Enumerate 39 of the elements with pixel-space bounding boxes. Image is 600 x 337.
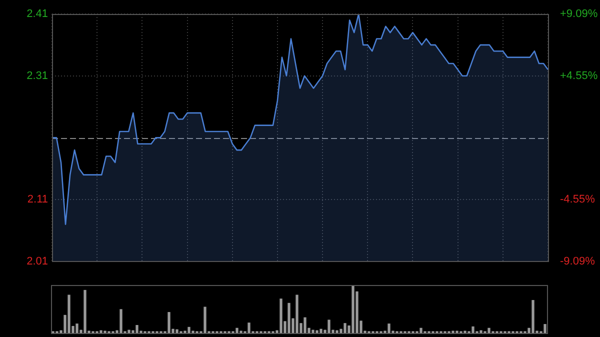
bar — [488, 328, 490, 333]
bar — [304, 317, 306, 333]
bar — [336, 330, 338, 333]
bar — [248, 322, 250, 333]
bar — [68, 294, 70, 333]
bar — [480, 330, 482, 333]
bar — [128, 330, 130, 333]
bar — [312, 330, 314, 333]
bar — [188, 326, 190, 333]
bar — [236, 328, 238, 333]
bar — [420, 328, 422, 333]
bar — [288, 302, 290, 333]
y-tick-label: 2.11 — [27, 194, 48, 206]
bar — [176, 329, 178, 333]
bar — [352, 285, 354, 333]
bar — [388, 324, 390, 333]
bar — [544, 324, 546, 333]
y2-tick-label: -4.55% — [560, 194, 596, 206]
bar — [120, 309, 122, 333]
bar — [280, 298, 282, 333]
bar — [168, 312, 170, 333]
y2-tick-label: +4.55% — [560, 70, 598, 82]
y2-tick-label: -9.09% — [560, 255, 596, 268]
y-tick-label: 2.41 — [26, 8, 48, 20]
bar — [84, 290, 86, 333]
bar — [472, 326, 474, 333]
bar — [320, 328, 322, 333]
y-tick-label: 2.31 — [26, 70, 48, 82]
bar — [296, 294, 298, 333]
bar — [328, 320, 330, 333]
bar — [76, 324, 78, 333]
bar — [204, 306, 206, 333]
y2-tick-label: +9.09% — [560, 8, 598, 20]
bar — [316, 330, 318, 333]
bar — [344, 323, 346, 333]
bar — [532, 300, 534, 333]
y-tick-label: 2.01 — [26, 255, 48, 268]
bar — [136, 324, 138, 333]
bar — [100, 330, 102, 333]
